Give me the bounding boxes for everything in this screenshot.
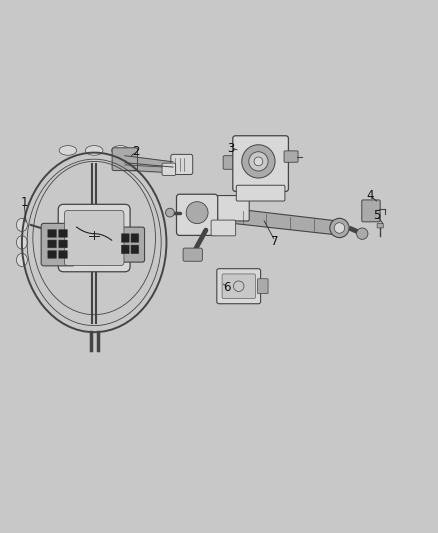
Circle shape <box>233 281 244 292</box>
Polygon shape <box>219 207 337 235</box>
Text: 5: 5 <box>373 209 380 222</box>
Ellipse shape <box>59 146 77 155</box>
Ellipse shape <box>85 146 103 155</box>
Text: 3: 3 <box>228 142 235 155</box>
Ellipse shape <box>112 146 129 155</box>
FancyBboxPatch shape <box>131 233 139 243</box>
FancyBboxPatch shape <box>162 163 176 175</box>
FancyBboxPatch shape <box>48 240 57 248</box>
FancyBboxPatch shape <box>237 185 285 201</box>
FancyBboxPatch shape <box>116 227 145 262</box>
FancyBboxPatch shape <box>377 223 383 228</box>
Circle shape <box>186 201 208 223</box>
FancyBboxPatch shape <box>112 148 138 171</box>
Ellipse shape <box>16 219 27 231</box>
FancyBboxPatch shape <box>48 251 57 259</box>
FancyBboxPatch shape <box>233 136 288 191</box>
FancyBboxPatch shape <box>59 230 67 237</box>
Circle shape <box>334 223 345 233</box>
FancyBboxPatch shape <box>121 245 129 254</box>
FancyBboxPatch shape <box>171 155 193 174</box>
FancyBboxPatch shape <box>211 220 236 236</box>
Ellipse shape <box>16 236 27 249</box>
Ellipse shape <box>16 253 27 266</box>
FancyBboxPatch shape <box>183 248 202 261</box>
FancyBboxPatch shape <box>217 269 261 304</box>
FancyBboxPatch shape <box>223 156 239 169</box>
FancyBboxPatch shape <box>284 151 298 162</box>
FancyBboxPatch shape <box>362 200 380 222</box>
Text: 6: 6 <box>223 280 231 294</box>
FancyBboxPatch shape <box>222 274 255 298</box>
Circle shape <box>254 157 263 166</box>
Circle shape <box>330 219 349 238</box>
Circle shape <box>242 145 275 178</box>
FancyBboxPatch shape <box>59 240 67 248</box>
FancyBboxPatch shape <box>64 211 124 265</box>
FancyBboxPatch shape <box>258 279 268 294</box>
FancyBboxPatch shape <box>48 230 57 237</box>
FancyBboxPatch shape <box>41 223 75 266</box>
FancyBboxPatch shape <box>59 251 67 259</box>
Circle shape <box>166 208 174 217</box>
Text: 4: 4 <box>366 189 374 202</box>
Text: 1: 1 <box>20 197 28 209</box>
Circle shape <box>357 228 368 239</box>
Text: 7: 7 <box>271 235 279 248</box>
FancyBboxPatch shape <box>177 194 218 236</box>
FancyBboxPatch shape <box>58 204 130 272</box>
FancyBboxPatch shape <box>121 233 129 243</box>
Circle shape <box>249 152 268 171</box>
Text: 2: 2 <box>132 146 140 158</box>
FancyBboxPatch shape <box>193 196 249 221</box>
FancyBboxPatch shape <box>131 245 139 254</box>
